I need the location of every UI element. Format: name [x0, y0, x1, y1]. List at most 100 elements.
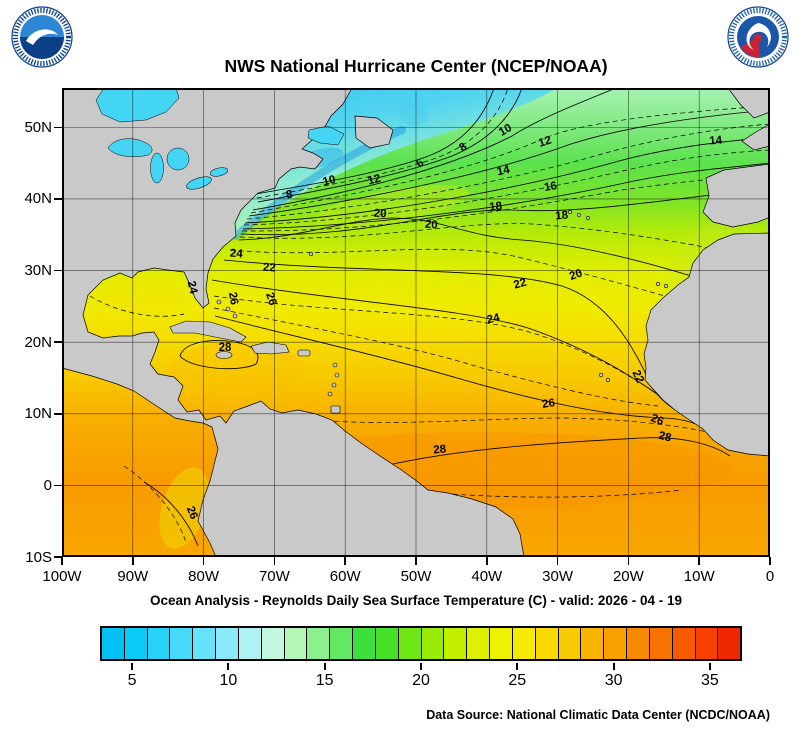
x-axis-tick	[486, 557, 488, 565]
x-axis-label: 50W	[400, 568, 432, 585]
contour-label: 24	[229, 247, 243, 260]
y-axis-label: 50N	[24, 118, 52, 136]
africa	[643, 232, 770, 457]
lesser-antilles	[331, 382, 337, 388]
colorbar-segment	[603, 628, 627, 659]
colorbar: 5 10 15 20 25 30 35	[100, 626, 742, 698]
contour-label: 18	[489, 200, 504, 213]
contour-label: 26	[541, 397, 555, 411]
americas-landmass	[62, 88, 525, 557]
colorbar-tick-label: 5	[127, 672, 137, 689]
trinidad	[330, 405, 341, 414]
colorbar-segment	[420, 628, 444, 659]
colorbar-segment	[648, 628, 672, 659]
islands	[169, 210, 669, 414]
colorbar-segment	[443, 628, 467, 659]
colorbar-segment	[466, 628, 490, 659]
colorbar-segment	[192, 628, 216, 659]
x-axis-tick	[698, 557, 700, 565]
colorbar-segment	[580, 628, 604, 659]
noaa-logo	[11, 6, 73, 68]
lesser-antilles	[327, 391, 333, 397]
contour-label: 14	[496, 164, 512, 179]
gulf-of-st-lawrence	[307, 125, 345, 146]
colorbar-segment	[260, 628, 284, 659]
contour-label: 10	[322, 174, 337, 189]
colorbar-segment	[123, 628, 147, 659]
x-axis-label: 20W	[612, 568, 644, 585]
contour-label: 22	[630, 368, 646, 385]
y-axis-label: 0	[43, 476, 52, 494]
y-axis-label: 10S	[25, 548, 52, 566]
lakes-and-bays	[95, 88, 345, 190]
colorbar-tick	[420, 663, 422, 670]
y-axis-label: 20N	[24, 333, 52, 351]
colorbar-segment	[102, 628, 124, 659]
contour-label: 26	[263, 291, 278, 307]
map-frame	[62, 88, 770, 557]
colorbar-tick-label: 20	[412, 672, 430, 689]
contour-label: 28	[433, 443, 447, 456]
colorbar-tick-label: 30	[604, 672, 623, 689]
y-axis-label: 40N	[24, 190, 52, 208]
iberia	[702, 163, 770, 228]
colorbar-tick	[131, 663, 134, 670]
contour-label: 20	[373, 208, 386, 221]
contour-label: 26	[184, 505, 200, 521]
bahamas	[216, 299, 222, 305]
colorbar-segment	[671, 628, 695, 659]
x-axis-tick	[556, 557, 559, 565]
bahamas	[225, 306, 231, 312]
cuba	[169, 320, 247, 343]
cape-verde	[605, 377, 611, 383]
page-title: NWS National Hurricane Center (NCEP/NOAA…	[224, 56, 608, 76]
contour-label: 22	[512, 277, 528, 292]
contour-lines	[89, 88, 770, 547]
colorbar-segment	[374, 628, 398, 659]
colorbar-segment	[146, 628, 170, 659]
colorbar-segment	[352, 628, 375, 659]
colorbar-segment	[694, 628, 718, 659]
contour-label: 24	[486, 312, 502, 327]
colorbar-segment	[283, 628, 307, 659]
grid-lines	[62, 88, 770, 557]
contour-label: 28	[657, 430, 673, 445]
colorbar-box	[100, 626, 742, 661]
noaa-seal-text-ring	[13, 8, 71, 66]
x-axis-label: 60W	[329, 568, 361, 585]
y-axis-tick	[54, 484, 62, 487]
gulf-stream-warm-tongue	[315, 185, 469, 227]
colorbar-segment	[306, 628, 330, 659]
cape-verde	[598, 372, 604, 378]
x-axis-label: 30W	[542, 568, 574, 585]
azores	[577, 213, 581, 217]
x-axis-label: 100W	[42, 568, 82, 585]
colorbar-tick	[516, 663, 519, 670]
contour-label: 24	[185, 280, 200, 296]
canary-islands	[655, 281, 661, 287]
france	[741, 123, 770, 151]
colorbar-tick	[227, 663, 230, 670]
colorbar-segment	[489, 628, 512, 659]
nws-hurricane-eye	[754, 34, 762, 42]
colorbar-segment	[397, 628, 421, 659]
lake-ontario	[209, 167, 229, 177]
y-axis-label: 30N	[24, 262, 52, 280]
colorbar-segment	[329, 628, 353, 659]
lake-michigan	[150, 152, 164, 184]
contour-label: 26	[649, 412, 665, 428]
lesser-antilles	[332, 362, 338, 368]
colorbar-tick-label: 35	[700, 672, 719, 689]
contour-label: 26	[226, 291, 240, 306]
x-axis-tick	[769, 557, 771, 565]
contour-label: 10	[497, 122, 514, 139]
azores	[568, 210, 572, 214]
colorbar-segment	[215, 628, 238, 659]
british-isles	[727, 88, 770, 119]
x-axis-label: 10W	[683, 568, 715, 585]
newfoundland	[354, 115, 394, 149]
gulf-of-mexico-warm	[98, 276, 186, 324]
x-axis-label: 90W	[117, 568, 149, 585]
